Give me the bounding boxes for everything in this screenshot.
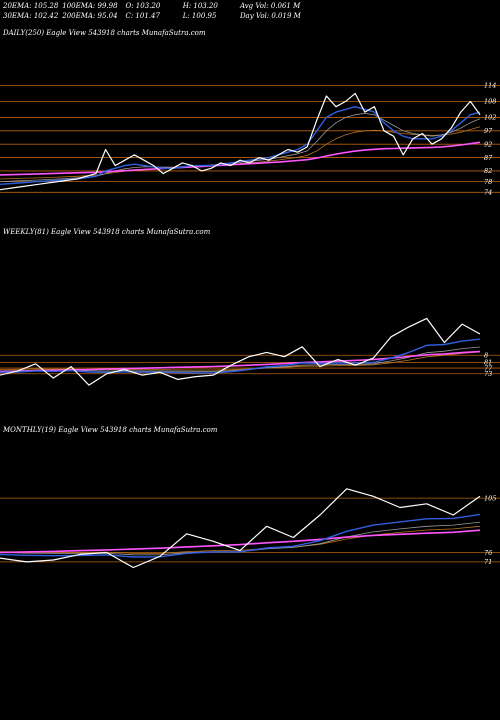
level-tick-label: 8 bbox=[484, 352, 488, 360]
level-tick-label: 78 bbox=[484, 178, 492, 186]
chart-panel-1: WEEKLY(81) Eagle View 543918 charts Muna… bbox=[0, 228, 500, 386]
panel-title: DAILY(250) Eagle View 543918 charts Muna… bbox=[2, 29, 206, 37]
level-tick-label: 81 bbox=[484, 359, 492, 367]
series-ema-long bbox=[0, 529, 481, 554]
series-price bbox=[0, 317, 481, 386]
level-tick-label: 108 bbox=[484, 98, 496, 106]
low-readout: L: 100.95 bbox=[182, 12, 217, 20]
chart-panel-2: MONTHLY(19) Eagle View 543918 charts Mun… bbox=[0, 426, 500, 569]
header-row-1: 20EMA: 105.28 100EMA: 99.98 O: 103.20 H:… bbox=[3, 2, 300, 10]
series-price bbox=[0, 488, 481, 569]
ema20-readout: 20EMA: 105.28 bbox=[3, 2, 59, 10]
ema30-readout: 30EMA: 102.42 bbox=[3, 12, 59, 20]
panel-title: MONTHLY(19) Eagle View 543918 charts Mun… bbox=[2, 426, 218, 434]
day-vol-readout: Day Vol: 0.019 M bbox=[239, 12, 301, 20]
close-readout: C: 101.47 bbox=[125, 12, 160, 20]
level-tick-label: 97 bbox=[484, 127, 493, 135]
series-ema-fast bbox=[0, 338, 481, 374]
level-tick-label: 82 bbox=[484, 167, 492, 175]
ema200-readout: 200EMA: 95.04 bbox=[62, 12, 118, 20]
level-tick-label: 74 bbox=[484, 189, 492, 197]
series-ema-mid bbox=[0, 113, 481, 182]
series-ema-fast bbox=[0, 105, 481, 185]
open-readout: O: 103.20 bbox=[125, 2, 161, 10]
high-readout: H: 103.20 bbox=[182, 2, 218, 10]
level-tick-label: 87 bbox=[484, 154, 493, 162]
series-ema-slow bbox=[0, 126, 481, 180]
avg-vol-readout: Avg Vol: 0.061 M bbox=[239, 2, 301, 10]
level-tick-label: 73 bbox=[484, 370, 492, 378]
series-ema-long bbox=[0, 141, 481, 176]
panel-title: WEEKLY(81) Eagle View 543918 charts Muna… bbox=[3, 228, 211, 236]
series-ema-long bbox=[0, 350, 481, 373]
level-tick-label: 105 bbox=[484, 494, 496, 502]
level-tick-label: 114 bbox=[484, 82, 496, 90]
level-tick-label: 77 bbox=[484, 364, 493, 372]
ema100-readout: 100EMA: 99.98 bbox=[62, 2, 118, 10]
series-ema-fast bbox=[0, 513, 481, 558]
series-ema-slow bbox=[0, 525, 481, 554]
level-tick-label: 71 bbox=[484, 558, 492, 566]
header-row-2: 30EMA: 102.42 200EMA: 95.04 C: 101.47 L:… bbox=[3, 12, 301, 20]
level-tick-label: 102 bbox=[484, 114, 496, 122]
series-price bbox=[0, 92, 481, 191]
level-tick-label: 92 bbox=[484, 140, 492, 148]
level-tick-label: 76 bbox=[484, 549, 492, 557]
chart-panel-0: DAILY(250) Eagle View 543918 charts Muna… bbox=[0, 29, 500, 197]
